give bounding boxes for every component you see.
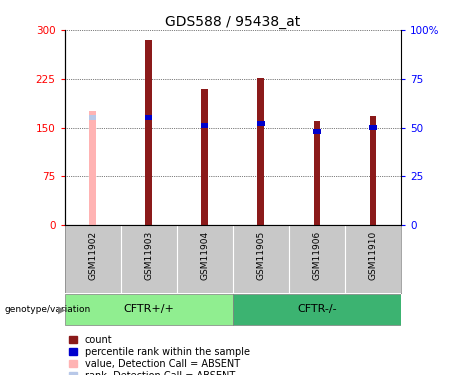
Text: GSM11906: GSM11906 (313, 230, 321, 280)
Bar (65, 294, 233, 324)
Text: genotype/variation: genotype/variation (5, 305, 91, 314)
Text: CFTR+/+: CFTR+/+ (123, 304, 174, 314)
Bar (258, 78, 264, 225)
Text: GSM11910: GSM11910 (368, 230, 378, 280)
Text: CFTR-/-: CFTR-/- (297, 304, 337, 314)
Bar (369, 125, 377, 130)
Bar (145, 40, 152, 225)
Bar (145, 115, 153, 120)
Title: GDS588 / 95438_at: GDS588 / 95438_at (165, 15, 301, 29)
Bar (257, 121, 265, 126)
Bar (89, 111, 96, 225)
Bar (233, 294, 401, 324)
Bar (201, 123, 208, 128)
Text: GSM11902: GSM11902 (88, 230, 97, 279)
Text: GSM11905: GSM11905 (256, 230, 266, 280)
Text: GSM11904: GSM11904 (200, 230, 209, 279)
Legend: count, percentile rank within the sample, value, Detection Call = ABSENT, rank, : count, percentile rank within the sample… (70, 335, 250, 375)
Bar (313, 121, 320, 225)
Bar (370, 116, 376, 225)
Bar (89, 115, 96, 120)
Bar (313, 129, 321, 134)
Text: GSM11903: GSM11903 (144, 230, 153, 280)
Bar (201, 88, 208, 225)
Text: ▶: ▶ (58, 304, 65, 314)
